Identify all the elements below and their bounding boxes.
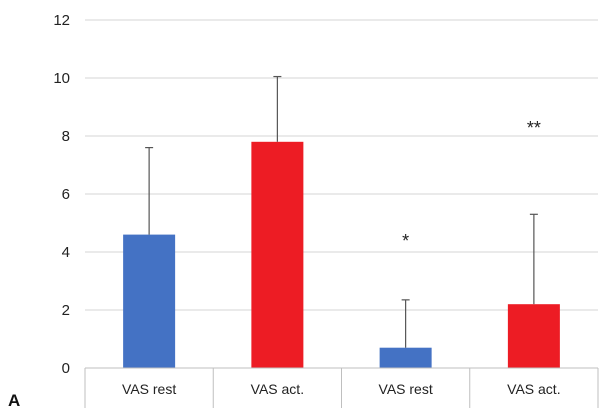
y-tick-label: 4 xyxy=(62,244,70,261)
y-tick-label: 2 xyxy=(62,302,70,319)
significance-marker: ** xyxy=(527,118,541,138)
y-tick-labels: 0 2 4 6 8 10 12 xyxy=(53,12,70,377)
panel-label: A xyxy=(8,391,20,410)
x-tick-label: VAS rest xyxy=(379,381,433,397)
y-tick-label: 10 xyxy=(53,70,70,87)
bar xyxy=(507,304,560,368)
x-tick-label: VAS rest xyxy=(122,381,176,397)
x-tick-labels: VAS rest VAS act. VAS rest VAS act. xyxy=(122,381,561,397)
y-tick-label: 0 xyxy=(62,360,70,377)
significance-markers: *** xyxy=(402,118,541,251)
x-axis xyxy=(84,367,599,408)
y-tick-label: 12 xyxy=(53,12,70,29)
y-tick-label: 6 xyxy=(62,186,70,203)
significance-marker: * xyxy=(402,231,409,251)
y-tick-label: 8 xyxy=(62,128,70,145)
bars xyxy=(123,141,560,368)
x-tick-label: VAS act. xyxy=(507,381,560,397)
bar xyxy=(379,347,432,368)
bar xyxy=(251,141,304,368)
bar xyxy=(123,234,176,368)
error-bars xyxy=(145,75,538,348)
x-tick-label: VAS act. xyxy=(251,381,304,397)
